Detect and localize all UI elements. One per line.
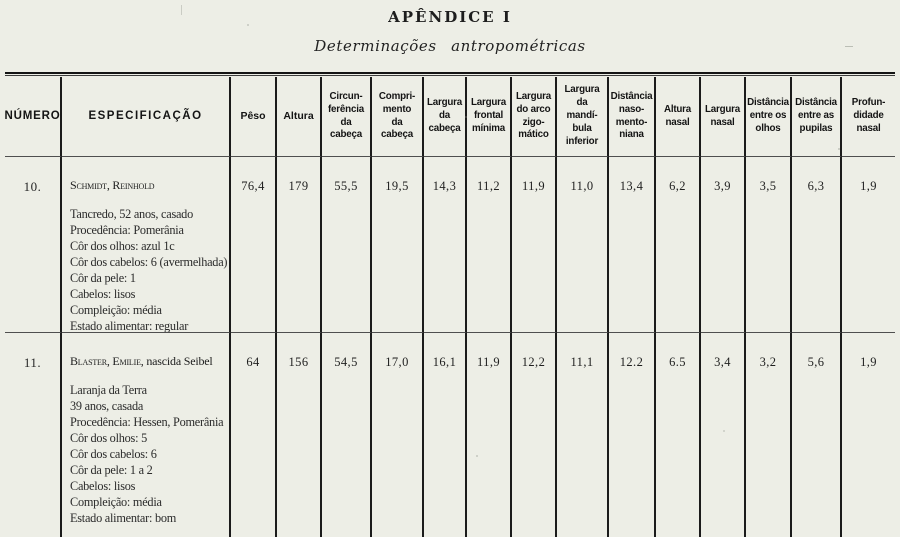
value-profundidade-nasal: 1,9 <box>860 355 877 369</box>
person-name-smallcaps: Blaster, Emilie <box>70 354 141 368</box>
anthropometric-table: NÚMERO ESPECIFICAÇÃO Pêso Altura Circun-… <box>5 77 895 537</box>
person-name-rest: , nascida Seibel <box>140 354 213 368</box>
scan-speck <box>247 24 249 26</box>
value-largura-mandibula-inferior: 11,0 <box>557 157 609 333</box>
detail-line: Compleição: média <box>70 303 162 317</box>
specification-cell: Blaster, Emilie, nascida Seibel Laranja … <box>62 333 231 537</box>
column-header-altura: Altura <box>277 77 322 157</box>
table-header-row: NÚMERO ESPECIFICAÇÃO Pêso Altura Circun-… <box>5 77 895 157</box>
column-header-altura-nasal: Altura nasal <box>656 77 701 157</box>
row-number: 10. <box>5 157 62 333</box>
value-comprimento-cabeca: 19,5 <box>372 157 424 333</box>
value-comprimento-cabeca: 17,0 <box>372 333 424 537</box>
detail-line: Côr da pele: 1 <box>70 271 136 285</box>
scan-speck <box>838 148 840 150</box>
detail-line: Tancredo, 52 anos, casado <box>70 207 193 221</box>
value-largura-mandibula-inferior: 11,1 <box>557 333 609 537</box>
value-altura: 179 <box>277 157 322 333</box>
detail-line: Procedência: Pomerânia <box>70 223 184 237</box>
value-circunferencia-cabeca: 55,5 <box>322 157 372 333</box>
value-largura-cabeca: 16,1 <box>424 333 467 537</box>
column-header-profundidade-nasal: Profun- didade nasal <box>842 77 895 157</box>
column-header-numero: NÚMERO <box>5 77 62 157</box>
person-name: Schmidt, Reinhold <box>70 178 225 193</box>
value-largura-frontal-minima: 11,2 <box>467 157 512 333</box>
column-header-distancia-entre-pupilas: Distância entre as pupilas <box>792 77 842 157</box>
value-peso: 76,4 <box>231 157 277 333</box>
value-altura-nasal: 6,2 <box>656 157 701 333</box>
column-header-comprimento-cabeca: Compri- mento da cabeça <box>372 77 424 157</box>
row-number: 11. <box>5 333 62 537</box>
detail-line: Côr dos olhos: azul 1c <box>70 239 175 253</box>
value-distancia-naso-mentoniana: 12.2 <box>609 333 656 537</box>
table-row: 10. Schmidt, Reinhold Tancredo, 52 anos,… <box>5 157 895 333</box>
column-header-largura-cabeca: Largura da cabeça <box>424 77 467 157</box>
detail-line: Cabelos: lisos <box>70 287 136 301</box>
value-peso: 64 <box>231 333 277 537</box>
value-largura-arco-zigomatico: 12,2 <box>512 333 557 537</box>
specification-cell: Schmidt, Reinhold Tancredo, 52 anos, cas… <box>62 157 231 333</box>
detail-line: 39 anos, casada <box>70 399 144 413</box>
value-largura-nasal: 3,4 <box>701 333 746 537</box>
person-details: Laranja da Terra 39 anos, casada Procedê… <box>70 382 225 526</box>
table-row: 11. Blaster, Emilie, nascida Seibel Lara… <box>5 333 895 537</box>
value-distancia-entre-pupilas: 6,3 <box>792 157 842 333</box>
person-details: Tancredo, 52 anos, casado Procedência: P… <box>70 206 228 333</box>
detail-line: Côr dos cabelos: 6 <box>70 447 157 461</box>
value-circunferencia-cabeca: 54,5 <box>322 333 372 537</box>
value-distancia-entre-olhos: 3,5 <box>746 157 792 333</box>
page-subtitle: Determinações antropométricas <box>314 37 586 55</box>
column-header-largura-mandibula-inferior: Largura da mandí- bula inferior <box>557 77 609 157</box>
scan-speck <box>181 5 182 15</box>
detail-line: Côr dos olhos: 5 <box>70 431 147 445</box>
scan-speck <box>465 116 467 118</box>
value-largura-arco-zigomatico: 11,9 <box>512 157 557 333</box>
detail-line: Côr da pele: 1 a 2 <box>70 463 153 477</box>
column-header-largura-frontal-minima: Largura frontal mínima <box>467 77 512 157</box>
detail-line: Côr dos cabelos: 6 (avermelhada) <box>70 255 228 269</box>
column-header-circunferencia-cabeca: Circun- ferência da cabeça <box>322 77 372 157</box>
detail-line: Compleição: média <box>70 495 162 509</box>
column-header-peso: Pêso <box>231 77 277 157</box>
value-profundidade-nasal: 1,9 <box>842 157 895 333</box>
page-title: APÊNDICE I <box>388 8 512 26</box>
scan-speck <box>723 430 725 432</box>
column-header-largura-nasal: Largura nasal <box>701 77 746 157</box>
table-top-double-rule <box>5 72 895 76</box>
person-name: Blaster, Emilie, nascida Seibel <box>70 354 225 369</box>
value-altura: 156 <box>277 333 322 537</box>
detail-line: Procedência: Hessen, Pomerânia <box>70 415 224 429</box>
value-largura-frontal-minima: 11,9 <box>467 333 512 537</box>
person-name-smallcaps: Schmidt, Reinhold <box>70 178 155 192</box>
scan-speck <box>845 46 853 47</box>
value-distancia-entre-olhos: 3,2 <box>746 333 792 537</box>
detail-line: Cabelos: lisos <box>70 479 136 493</box>
column-header-distancia-entre-olhos: Distância entre os olhos <box>746 77 792 157</box>
value-distancia-naso-mentoniana: 13,4 <box>609 157 656 333</box>
detail-line: Estado alimentar: bom <box>70 511 177 525</box>
detail-line: Estado alimentar: regular <box>70 319 189 333</box>
detail-line: Laranja da Terra <box>70 383 147 397</box>
value-altura-nasal: 6.5 <box>656 333 701 537</box>
column-header-especificacao: ESPECIFICAÇÃO <box>62 77 231 157</box>
column-header-largura-arco-zigomatico: Largura do arco zigo- mático <box>512 77 557 157</box>
value-largura-nasal: 3,9 <box>701 157 746 333</box>
value-distancia-entre-pupilas: 5,6 <box>792 333 842 537</box>
value-largura-cabeca: 14,3 <box>424 157 467 333</box>
scan-speck <box>476 455 478 457</box>
column-header-distancia-naso-mentoniana: Distância naso- mento- niana <box>609 77 656 157</box>
